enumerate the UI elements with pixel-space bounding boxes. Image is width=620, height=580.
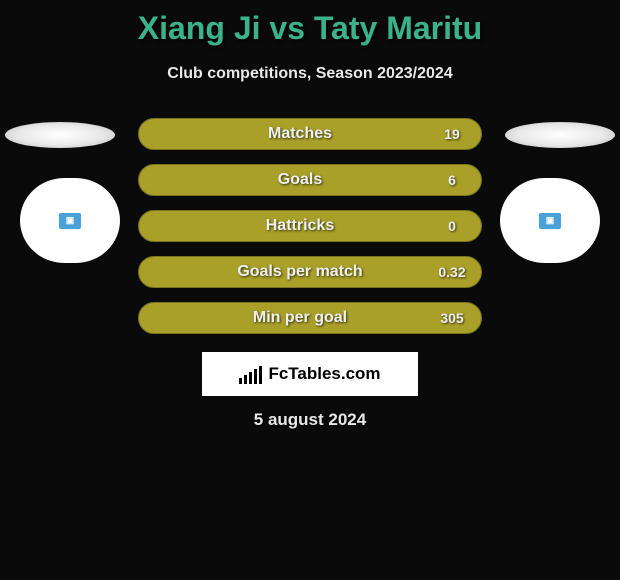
stat-right-value: 0.32 [431,264,481,280]
brand-label: FcTables.com [268,364,380,384]
stat-label: Hattricks [169,217,431,235]
stat-row-goals-per-match: Goals per match 0.32 [138,256,482,288]
stat-right-value: 6 [431,172,481,188]
page-title: Xiang Ji vs Taty Maritu [0,0,620,47]
stat-right-value: 19 [431,126,481,142]
stats-container: Matches 19 Goals 6 Hattricks 0 Goals per… [138,118,482,348]
brand-box[interactable]: FcTables.com [202,352,418,396]
stat-row-min-per-goal: Min per goal 305 [138,302,482,334]
stat-right-value: 305 [431,310,481,326]
stat-label: Matches [169,125,431,143]
stat-row-hattricks: Hattricks 0 [138,210,482,242]
placeholder-icon: ▣ [539,213,561,229]
stat-label: Min per goal [169,309,431,327]
stat-row-goals: Goals 6 [138,164,482,196]
page-subtitle: Club competitions, Season 2023/2024 [0,65,620,83]
player-right-avatar: ▣ [500,178,600,263]
stat-label: Goals per match [169,263,431,281]
bar-chart-icon [239,364,262,384]
stat-label: Goals [169,171,431,189]
player-left-ellipse [5,122,115,148]
player-right-ellipse [505,122,615,148]
stat-row-matches: Matches 19 [138,118,482,150]
placeholder-icon: ▣ [59,213,81,229]
player-left-avatar: ▣ [20,178,120,263]
stat-right-value: 0 [431,218,481,234]
date-label: 5 august 2024 [0,410,620,430]
